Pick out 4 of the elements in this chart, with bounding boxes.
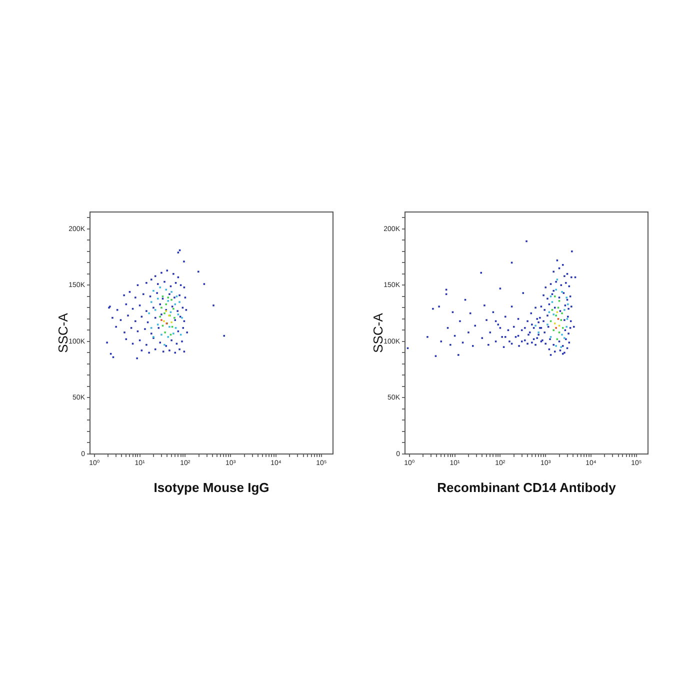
y-axis-title: SSC-A: [55, 312, 70, 353]
y-axis-title: SSC-A: [370, 312, 386, 353]
x-axis-title: Recombinant CD14 Antibody: [437, 480, 617, 495]
x-axis-title: Isotype Mouse IgG: [154, 480, 270, 495]
